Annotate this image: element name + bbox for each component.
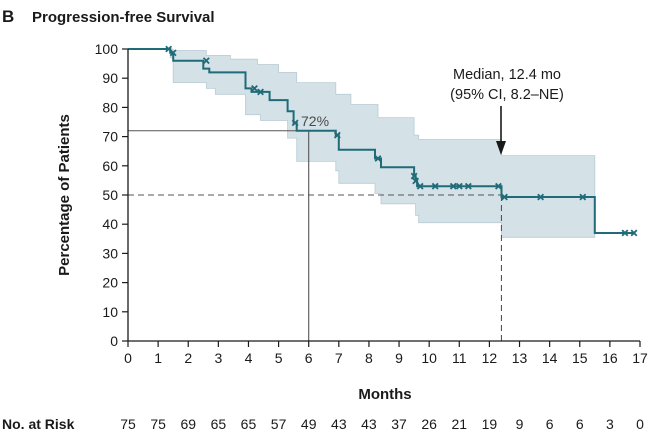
censor-mark — [495, 182, 502, 190]
risk-value: 49 — [301, 416, 317, 432]
censor-mark — [374, 155, 382, 162]
median-annotation-line2: (95% CI, 8.2–NE) — [450, 87, 564, 103]
censor-mark — [333, 131, 341, 139]
x-tick-label: 13 — [512, 350, 528, 366]
x-tick-label: 17 — [632, 350, 648, 366]
x-tick-label: 10 — [421, 350, 437, 366]
panel-letter: B — [2, 7, 14, 26]
y-axis-title: Percentage of Patients — [56, 114, 73, 276]
y-tick-label: 40 — [102, 216, 118, 232]
x-tick-label: 14 — [542, 350, 558, 366]
y-tick-label: 0 — [110, 333, 118, 349]
censor-mark — [464, 182, 472, 190]
y-tick-label: 90 — [102, 70, 118, 86]
x-tick-label: 4 — [245, 350, 253, 366]
risk-value: 9 — [516, 416, 524, 432]
censor-mark — [291, 119, 299, 127]
chart-title: Progression-free Survival — [32, 9, 215, 26]
x-tick-label: 12 — [482, 350, 498, 366]
censor-mark — [501, 193, 508, 201]
y-tick-label: 10 — [102, 304, 118, 320]
x-tick-label: 8 — [365, 350, 373, 366]
risk-value: 43 — [331, 416, 347, 432]
risk-value: 75 — [120, 416, 136, 432]
x-tick-label: 0 — [124, 350, 132, 366]
x-tick-label: 1 — [154, 350, 162, 366]
x-tick-label: 9 — [395, 350, 403, 366]
x-tick-label: 2 — [184, 350, 192, 366]
censor-mark — [455, 182, 463, 190]
risk-value: 19 — [482, 416, 498, 432]
pct-annotation: 72% — [301, 113, 329, 129]
censor-mark — [257, 88, 264, 96]
y-tick-label: 20 — [102, 275, 118, 291]
censor-mark — [630, 229, 638, 237]
risk-value: 6 — [576, 416, 584, 432]
risk-table-title: No. at Risk — [2, 416, 75, 432]
risk-value: 26 — [421, 416, 437, 432]
censor-mark — [449, 182, 457, 190]
x-tick-label: 6 — [305, 350, 313, 366]
risk-value: 0 — [636, 416, 644, 432]
x-tick-label: 5 — [275, 350, 283, 366]
censor-mark — [537, 193, 545, 201]
censor-mark — [412, 177, 420, 185]
censor-mark — [579, 193, 587, 201]
risk-value: 65 — [241, 416, 257, 432]
survival-curve-layer — [128, 45, 638, 237]
risk-table: No. at Risk 75 75 69 65 65 57 49 43 43 37 26 21 19 9 6… — [2, 416, 644, 432]
y-tick-label: 60 — [102, 158, 118, 174]
median-annotation-line1: Median, 12.4 mo — [453, 67, 561, 83]
censor-mark — [202, 57, 210, 65]
y-tick-label: 100 — [95, 41, 119, 57]
risk-value: 37 — [391, 416, 407, 432]
censor-mark — [431, 182, 439, 190]
censor-mark — [410, 172, 418, 180]
x-tick-label: 16 — [602, 350, 618, 366]
censor-mark — [169, 49, 177, 57]
x-tick-label: 15 — [572, 350, 588, 366]
risk-value: 21 — [452, 416, 468, 432]
y-tick-label: 70 — [102, 129, 118, 145]
risk-value: 57 — [271, 416, 287, 432]
risk-value: 69 — [180, 416, 196, 432]
censor-mark — [251, 84, 258, 92]
risk-value: 6 — [546, 416, 554, 432]
y-tick-label: 80 — [102, 99, 118, 115]
x-tick-label: 11 — [452, 350, 467, 366]
risk-value: 43 — [361, 416, 377, 432]
risk-value: 3 — [606, 416, 614, 432]
censor-mark — [621, 229, 629, 237]
risk-value: 65 — [211, 416, 227, 432]
reference-lines-layer — [128, 130, 503, 341]
y-tick-label: 30 — [102, 245, 118, 261]
censor-mark — [416, 182, 424, 190]
risk-value: 75 — [150, 416, 166, 432]
x-tick-label: 3 — [214, 350, 222, 366]
x-axis-title: Months — [358, 386, 411, 403]
x-tick-label: 7 — [335, 350, 343, 366]
y-tick-label: 50 — [102, 187, 118, 203]
median-arrow-head — [496, 141, 506, 155]
